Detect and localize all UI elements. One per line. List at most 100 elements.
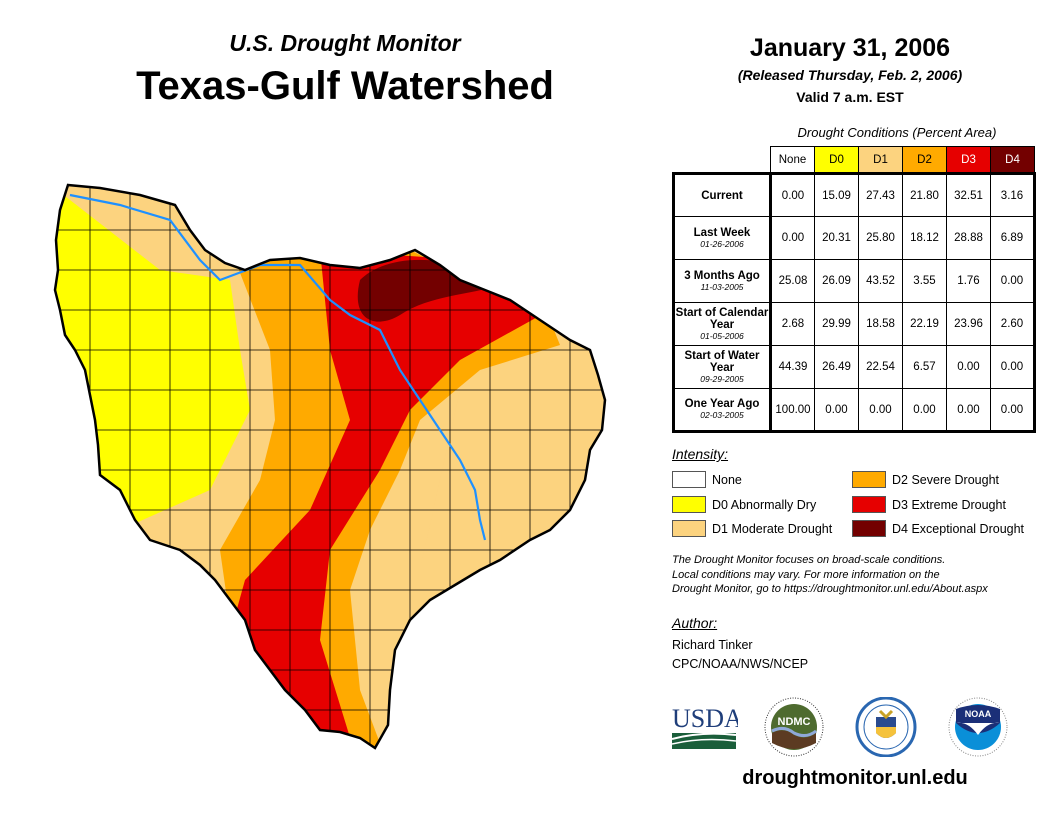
cell-d2: 6.57 bbox=[902, 345, 947, 389]
row-date: 01-26-2006 bbox=[700, 238, 744, 249]
cell-d1: 22.54 bbox=[858, 345, 903, 389]
cell-d1: 0.00 bbox=[858, 388, 903, 432]
disclaimer-note: The Drought Monitor focuses on broad-sca… bbox=[672, 553, 1052, 597]
table-row: 3 Months Ago 11-03-2005 25.08 26.09 43.52 3.5… bbox=[673, 259, 1035, 303]
column-header-d3: D3 bbox=[946, 146, 991, 174]
legend-label: D3 Extreme Drought bbox=[892, 497, 1006, 512]
legend-swatch bbox=[672, 520, 706, 537]
river-line bbox=[69, 193, 487, 541]
cell-d3: 0.00 bbox=[946, 388, 991, 432]
row-label-text: Last Week bbox=[693, 226, 751, 239]
table-row: Start of Calendar Year 01-05-2006 2.68 29.9… bbox=[673, 302, 1035, 346]
valid-time: Valid 7 a.m. EST bbox=[796, 89, 904, 105]
legend-swatch bbox=[852, 496, 886, 513]
table-row: Last Week 01-26-2006 0.00 20.31 25.80 18.12 28… bbox=[673, 216, 1035, 260]
cell-d4: 0.00 bbox=[990, 388, 1035, 432]
table-corner bbox=[674, 147, 771, 174]
ndmc-logo: NDMC bbox=[764, 697, 824, 757]
table-caption: Drought Conditions (Percent Area) bbox=[797, 125, 997, 140]
row-date: 02-03-2005 bbox=[700, 410, 744, 420]
author-name: Richard Tinker bbox=[672, 638, 753, 652]
cell-d4: 6.89 bbox=[990, 216, 1035, 260]
row-label-text: One Year Ago bbox=[684, 398, 760, 410]
cell-d0: 20.31 bbox=[814, 216, 859, 260]
cell-d0: 26.49 bbox=[814, 345, 859, 389]
cell-d3: 1.76 bbox=[946, 259, 991, 303]
cell-d0: 0.00 bbox=[814, 388, 859, 432]
cell-d1: 43.52 bbox=[858, 259, 903, 303]
row-label: Current bbox=[673, 173, 772, 217]
row-label: 3 Months Ago 11-03-2005 bbox=[673, 259, 772, 303]
legend-label: None bbox=[712, 472, 742, 487]
legend-title: Intensity: bbox=[672, 446, 729, 462]
column-header-d4: D4 bbox=[990, 146, 1035, 174]
cell-d4: 2.60 bbox=[990, 302, 1035, 346]
cell-d3: 23.96 bbox=[946, 302, 991, 346]
map-date: January 31, 2006 bbox=[749, 34, 951, 62]
ndmc-logo-text: NDMC bbox=[778, 716, 811, 728]
row-label: One Year Ago 02-03-2005 bbox=[673, 388, 772, 432]
note-line: The Drought Monitor focuses on broad-sca… bbox=[672, 554, 946, 566]
usda-logo: USDA bbox=[672, 704, 738, 749]
author-title: Author: bbox=[672, 615, 718, 631]
note-line: Drought Monitor, go to https://droughtmo… bbox=[672, 583, 988, 595]
legend-label: D2 Severe Drought bbox=[892, 472, 1000, 487]
row-label: Start of Water Year 09-29-2005 bbox=[673, 345, 772, 389]
row-date: 01-05-2006 bbox=[700, 330, 744, 341]
cell-none: 25.08 bbox=[770, 259, 815, 303]
legend-item: D0 Abnormally Dry bbox=[672, 496, 816, 513]
column-header-d1: D1 bbox=[858, 146, 903, 174]
row-label: Last Week 01-26-2006 bbox=[673, 216, 772, 260]
cell-d1: 27.43 bbox=[858, 173, 903, 217]
legend-item: D1 Moderate Drought bbox=[672, 520, 832, 537]
commerce-seal-logo bbox=[855, 697, 917, 757]
row-label-text: Start of Calendar Year bbox=[675, 306, 769, 331]
legend-item: D2 Severe Drought bbox=[852, 471, 999, 488]
cell-d2: 18.12 bbox=[902, 216, 947, 260]
cell-d4: 0.00 bbox=[990, 345, 1035, 389]
cell-none: 0.00 bbox=[770, 173, 815, 217]
cell-d1: 25.80 bbox=[858, 216, 903, 260]
legend-item: D4 Exceptional Drought bbox=[852, 520, 1024, 537]
d3-region bbox=[220, 250, 550, 748]
cell-none: 0.00 bbox=[770, 216, 815, 260]
cell-d0: 29.99 bbox=[814, 302, 859, 346]
legend-swatch bbox=[852, 471, 886, 488]
row-label-text: 3 Months Ago bbox=[684, 269, 760, 282]
noaa-logo-text: NOAA bbox=[965, 709, 992, 719]
cell-d3: 28.88 bbox=[946, 216, 991, 260]
cell-d0: 15.09 bbox=[814, 173, 859, 217]
row-date: 11-03-2005 bbox=[700, 281, 744, 292]
cell-none: 2.68 bbox=[770, 302, 815, 346]
row-label-text: Current bbox=[701, 189, 743, 202]
cell-d1: 18.58 bbox=[858, 302, 903, 346]
map-subtitle: U.S. Drought Monitor bbox=[229, 30, 461, 56]
legend-swatch bbox=[852, 520, 886, 537]
cell-d4: 0.00 bbox=[990, 259, 1035, 303]
cell-d0: 26.09 bbox=[814, 259, 859, 303]
release-date: (Released Thursday, Feb. 2, 2006) bbox=[737, 67, 963, 83]
author-org: CPC/NOAA/NWS/NCEP bbox=[672, 657, 809, 671]
website-url[interactable]: droughtmonitor.unl.edu bbox=[742, 767, 968, 789]
cell-none: 44.39 bbox=[770, 345, 815, 389]
drought-conditions-table: None D0 D1 D2 D3 D4 Current 0.00 15.09 27.43 21.8… bbox=[672, 146, 1036, 433]
map-title: Texas-Gulf Watershed bbox=[136, 64, 554, 108]
row-label-text: Start of Water Year bbox=[684, 349, 760, 374]
cell-d2: 0.00 bbox=[902, 388, 947, 432]
table-row: One Year Ago 02-03-2005 100.00 0.00 0.00 0.00… bbox=[673, 388, 1035, 432]
legend-item: None bbox=[672, 471, 742, 488]
legend-swatch bbox=[672, 471, 706, 488]
row-label: Start of Calendar Year 01-05-2006 bbox=[673, 302, 772, 346]
column-header-none: None bbox=[770, 146, 815, 174]
legend-item: D3 Extreme Drought bbox=[852, 496, 1006, 513]
row-date: 09-29-2005 bbox=[700, 373, 744, 384]
table-row: Current 0.00 15.09 27.43 21.80 32.51 3.16 bbox=[673, 173, 1035, 217]
legend-swatch bbox=[672, 496, 706, 513]
note-line: Local conditions may vary. For more info… bbox=[672, 568, 940, 581]
cell-d2: 22.19 bbox=[902, 302, 947, 346]
cell-d3: 0.00 bbox=[946, 345, 991, 389]
legend-label: D4 Exceptional Drought bbox=[892, 521, 1025, 536]
column-header-d2: D2 bbox=[902, 146, 947, 174]
usda-logo-text: USDA bbox=[672, 704, 738, 733]
table-row: Start of Water Year 09-29-2005 44.39 26.49 2… bbox=[673, 345, 1035, 389]
